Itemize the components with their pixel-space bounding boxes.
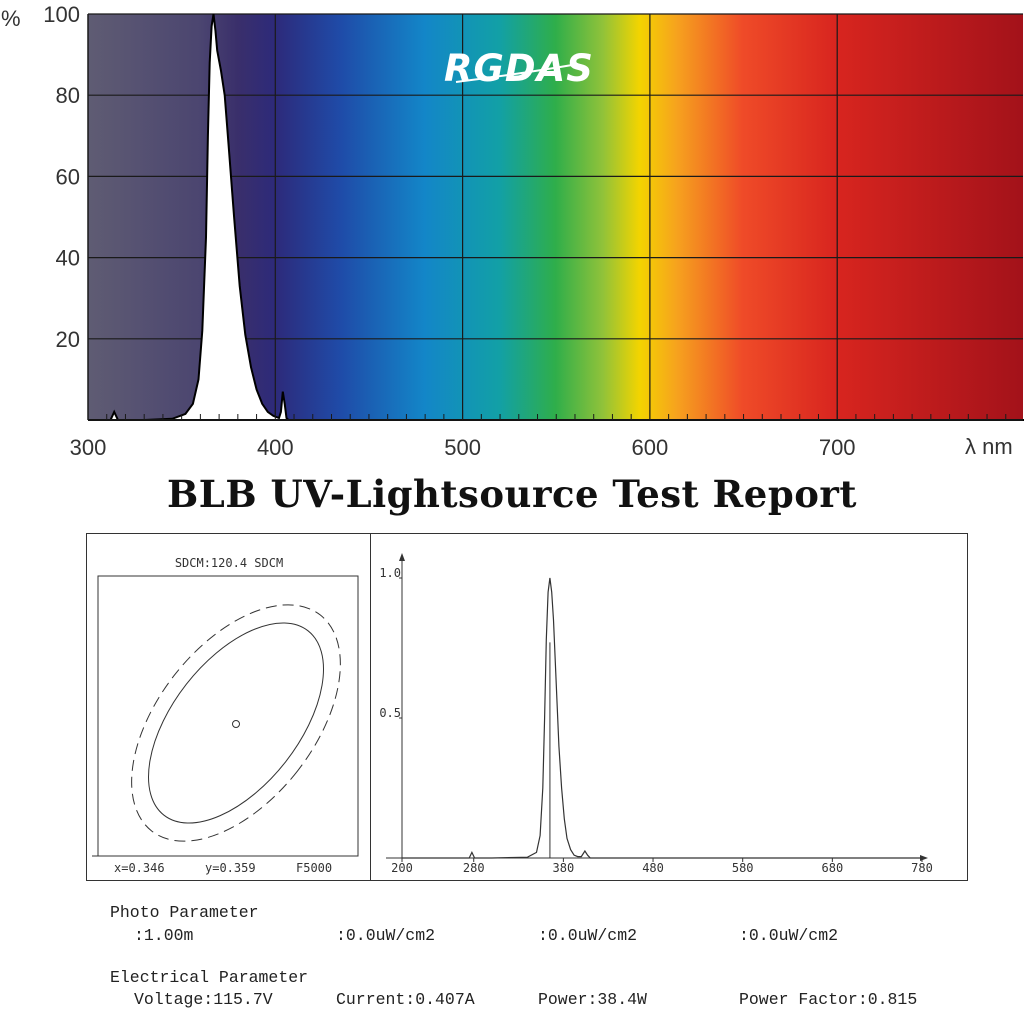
power: Power:38.4W xyxy=(538,990,647,1009)
spectrum-axis-ticks xyxy=(399,577,923,862)
logo: RGDAS xyxy=(444,47,594,90)
sdcm-label: SDCM:120.4 SDCM xyxy=(175,556,283,570)
y-coordinate: y=0.359 xyxy=(205,861,256,875)
logo-swoosh xyxy=(455,63,579,83)
y-axis-unit: % xyxy=(1,6,21,31)
report-title: BLB UV-Lightsource Test Report xyxy=(167,472,857,516)
x-tick-label: 680 xyxy=(822,861,844,875)
spectrum-curve xyxy=(88,13,1024,421)
axis-ticks xyxy=(87,14,1023,421)
x-tick-label: 300 xyxy=(70,435,107,460)
panel-border xyxy=(86,533,968,881)
photo-parameter-header: Photo Parameter xyxy=(110,903,259,922)
axis-labels: 300 400 500 600 700 20 40 60 80 100 xyxy=(43,2,855,460)
spectrum-axis-labels: 200 280 380 480 580 680 780 0.5 1.0 xyxy=(379,566,933,875)
x-tick-label: 600 xyxy=(632,435,669,460)
x-tick-label: 400 xyxy=(257,435,294,460)
x-tick-label: 380 xyxy=(553,861,575,875)
chromaticity-box xyxy=(97,575,359,857)
power-factor: Power Factor:0.815 xyxy=(739,990,918,1009)
sdcm-ellipse-outer xyxy=(131,604,341,842)
y-axis-arrow xyxy=(399,553,405,561)
current: Current:0.407A xyxy=(336,990,475,1009)
x-tick-label: 280 xyxy=(463,861,485,875)
sdcm-ellipse-inner xyxy=(148,622,324,824)
x-tick-label: 500 xyxy=(444,435,481,460)
spectrum-chart: 300 400 500 600 700 20 40 60 80 100 % λ nm RGDAS xyxy=(1,2,1024,460)
y-tick-label: 0.5 xyxy=(379,706,401,720)
electrical-parameter-header: Electrical Parameter xyxy=(110,968,309,987)
x-tick-label: 700 xyxy=(819,435,856,460)
x-tick-label: 200 xyxy=(391,861,413,875)
reference-label: F5000 xyxy=(296,861,332,875)
photo-value-1: :0.0uW/cm2 xyxy=(336,926,436,945)
x-coordinate: x=0.346 xyxy=(114,861,165,875)
test-panel: SDCM:120.4 SDCM x=0.346 y=0.359 F5000 20… xyxy=(86,533,968,881)
y-tick-label: 20 xyxy=(56,327,80,352)
x-tick-label: 780 xyxy=(911,861,933,875)
y-tick-label: 100 xyxy=(43,2,80,27)
grid xyxy=(88,13,1023,420)
y-tick-label: 80 xyxy=(56,83,80,108)
relative-spectrum-curve xyxy=(402,577,922,859)
y-tick-label: 40 xyxy=(56,246,80,271)
x-tick-label: 480 xyxy=(642,861,664,875)
photo-distance: :1.00m xyxy=(134,926,194,945)
chromaticity-point xyxy=(232,720,240,728)
x-axis-unit: λ nm xyxy=(965,434,1013,459)
photo-value-3: :0.0uW/cm2 xyxy=(739,926,839,945)
photo-value-2: :0.0uW/cm2 xyxy=(538,926,638,945)
voltage: Voltage:115.7V xyxy=(134,990,273,1009)
y-tick-label: 1.0 xyxy=(379,566,401,580)
x-tick-label: 580 xyxy=(732,861,754,875)
y-tick-label: 60 xyxy=(56,164,80,189)
